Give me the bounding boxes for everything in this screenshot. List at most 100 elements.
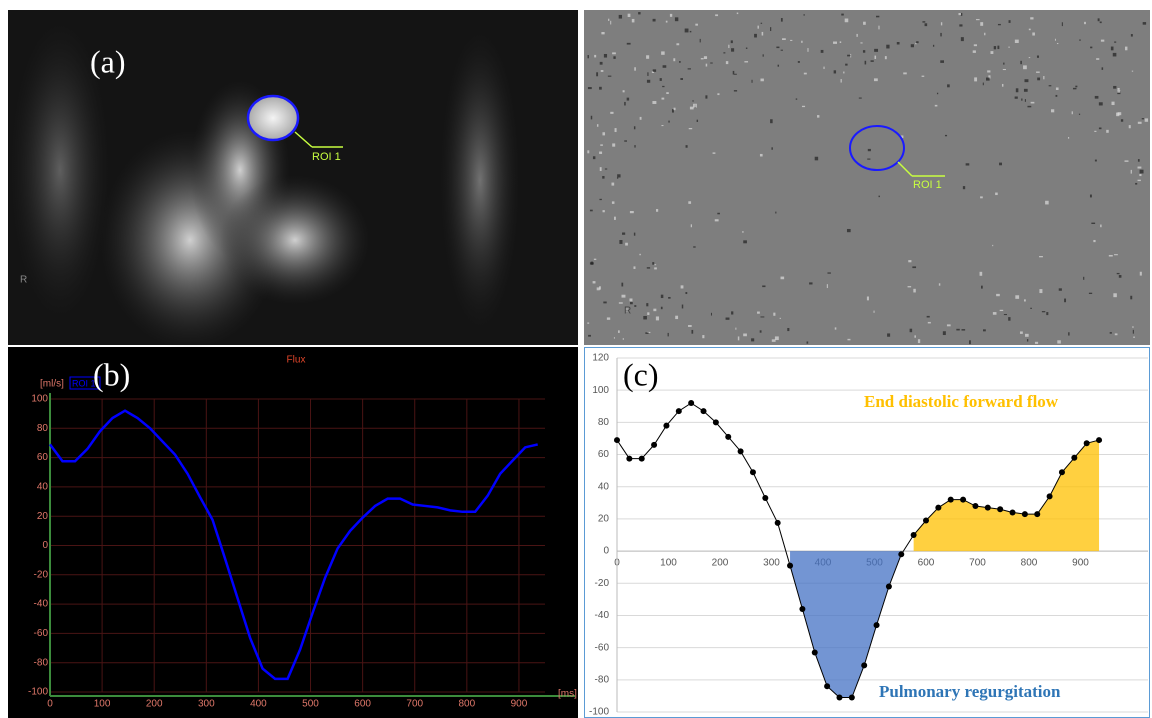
speckle [614,217,616,220]
speckle [621,283,623,287]
speckle [1084,22,1086,24]
speckle [773,313,775,316]
speckle [704,56,707,59]
speckle [1043,76,1044,79]
data-point [1059,469,1065,475]
speckle [670,14,672,17]
annotation: End diastolic forward flow [864,392,1059,411]
speckle [656,316,659,320]
speckle [887,333,890,336]
speckle [990,51,993,54]
speckle [874,311,875,313]
speckle [640,117,642,120]
speckle [758,26,759,29]
speckle [1062,22,1063,26]
speckle [798,61,800,63]
speckle [1025,99,1026,102]
speckle [603,210,605,212]
speckle [863,22,866,25]
speckle [1051,109,1054,112]
speckle [622,295,626,298]
speckle [1042,311,1045,312]
x-tick-label: 200 [146,699,163,710]
speckle [1132,71,1133,72]
speckle [623,338,624,340]
y-tick-label: 80 [37,423,49,434]
speckle [1112,102,1115,105]
speckle [984,33,985,36]
y-tick-label: -80 [34,657,49,668]
data-point [960,497,966,503]
speckle [928,322,931,324]
x-tick-label: 500 [302,699,319,710]
speckle [987,70,990,72]
speckle [804,73,807,75]
speckle [737,13,738,15]
speckle [1095,96,1099,99]
speckle [996,294,1000,296]
speckle [587,150,589,153]
speckle [761,23,762,24]
speckle [647,80,650,83]
speckle [624,140,627,141]
speckle [689,128,692,129]
x-tick-label: 100 [660,558,677,569]
speckle [634,126,635,129]
speckle [760,316,764,317]
speckle [646,303,648,306]
speckle [1024,79,1028,82]
speckle [1140,272,1142,276]
speckle [998,24,1001,25]
speckle [653,19,656,22]
y-tick-label: -40 [595,610,610,621]
speckle [976,19,980,20]
speckle [731,311,733,314]
x-unit: [ms] [558,689,577,700]
data-point [799,606,805,612]
y-tick-label: -40 [34,599,49,610]
speckle [983,329,986,331]
speckle [879,196,880,197]
speckle [1115,333,1118,335]
speckle [618,330,620,333]
data-point [1096,437,1102,443]
speckle [867,159,870,160]
speckle [597,287,600,290]
speckle [847,339,850,340]
speckle [1068,137,1069,139]
speckle [590,210,593,212]
speckle [973,50,976,52]
speckle [778,65,779,67]
y-tick-label: -20 [34,569,49,580]
speckle [969,340,971,344]
speckle [980,22,983,26]
speckle [691,330,693,334]
speckle [1109,255,1113,257]
speckle [666,21,668,23]
y-tick-label: 100 [592,385,609,396]
speckle [999,163,1002,166]
speckle [1057,340,1061,343]
speckle [643,316,647,319]
speckle [841,14,844,16]
speckle [634,233,635,236]
speckle [705,95,707,98]
speckle [1135,183,1137,185]
data-point [886,583,892,589]
speckle [1008,317,1010,321]
speckle [701,58,704,59]
speckle [661,51,665,54]
speckle [1130,296,1132,300]
mri-phase: ROI 1R [584,10,1150,345]
speckle [746,48,747,49]
speckle [1099,127,1102,129]
speckle [662,86,664,87]
speckle [615,128,617,132]
speckle [619,240,622,244]
speckle [612,201,615,203]
speckle [652,101,656,104]
speckle [875,56,877,59]
y-tick-label: -100 [28,687,48,698]
speckle [915,43,916,44]
speckle [1039,256,1043,257]
